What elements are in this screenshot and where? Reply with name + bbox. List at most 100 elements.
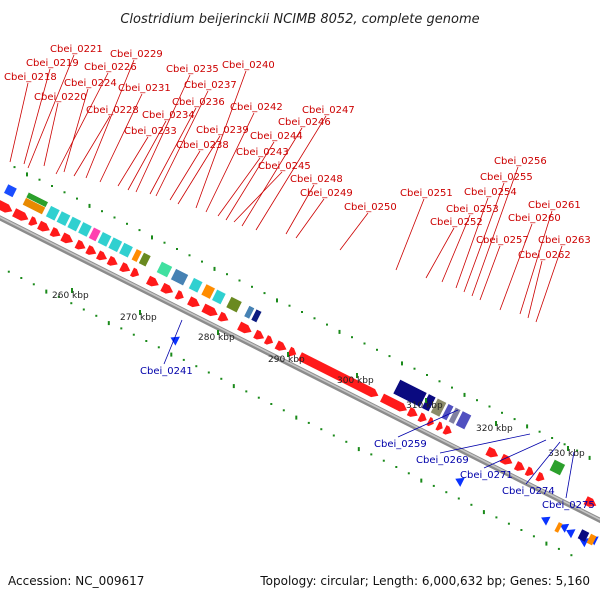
track-dot (13, 166, 16, 169)
label-leader (339, 212, 369, 251)
cog-feature-box (554, 522, 563, 533)
label-leader (527, 260, 543, 319)
label-leader (177, 135, 221, 205)
label-leader (285, 184, 315, 235)
track-dot (513, 418, 516, 421)
gene-label-forward: Cbei_0260 (508, 213, 561, 224)
gene-label-forward: Cbei_0236 (172, 97, 225, 108)
track-dot (332, 434, 335, 437)
label-leader (225, 141, 275, 221)
track-dot (188, 254, 191, 257)
forward-gene-arrow (406, 407, 418, 417)
track-dot (170, 352, 173, 357)
track-dot (451, 386, 453, 389)
track-dot (276, 298, 278, 303)
label-leader (135, 74, 191, 193)
track-dot (420, 478, 423, 483)
gene-label-forward: Cbei_0253 (446, 204, 499, 215)
forward-gene-arrow (106, 255, 118, 266)
forward-gene-arrow (583, 496, 597, 507)
cog-feature-box (430, 397, 447, 418)
label-leader (205, 112, 255, 213)
track-dot (313, 317, 316, 320)
topology-text: Topology: circular; Length: 6,000,632 bp… (260, 574, 590, 588)
gene-label-forward: Cbei_0238 (176, 140, 229, 151)
label-leader (9, 82, 29, 163)
reverse-gene-arrow (455, 477, 465, 487)
reverse-gene-arrow (541, 516, 551, 526)
label-leader (169, 150, 201, 201)
cog-feature-box (55, 210, 72, 227)
track-dot (363, 342, 366, 345)
track-dot (457, 497, 460, 500)
gene-label-reverse: Cbei_0269 (416, 455, 469, 466)
forward-gene-arrow (12, 208, 29, 221)
track-dot (520, 529, 523, 531)
track-dot (63, 191, 66, 194)
label-leader (255, 115, 327, 231)
cog-feature-box (156, 261, 173, 278)
track-dot (532, 535, 535, 538)
track-dot (407, 472, 410, 475)
cog-feature-box (548, 459, 566, 476)
feature-track-dots (7, 166, 591, 557)
track-dot (507, 522, 510, 525)
label-leader (195, 70, 247, 209)
reverse-gene-arrow (170, 336, 180, 346)
forward-gene-arrow (74, 239, 86, 250)
cog-feature-box (138, 252, 152, 268)
cog-feature-box (88, 226, 102, 242)
gene-label-forward: Cbei_0244 (250, 131, 303, 142)
gene-label-forward: Cbei_0224 (64, 78, 117, 89)
track-dot (238, 279, 241, 282)
label-leader (395, 198, 425, 271)
label-leader (63, 88, 89, 173)
label-leader (127, 120, 167, 191)
track-dot (120, 327, 123, 330)
track-dot (588, 455, 591, 460)
label-leader (455, 197, 489, 289)
gene-label-forward: Cbei_0245 (258, 161, 311, 172)
track-dot (213, 266, 216, 271)
label-leader (233, 171, 283, 223)
cog-feature-box (77, 221, 93, 238)
cog-feature-box (577, 529, 590, 542)
scale-tick-label: 310 kbp (406, 401, 443, 411)
gene-label-forward: Cbei_0254 (464, 187, 517, 198)
cog-feature-box (586, 533, 597, 546)
track-dot (32, 283, 35, 286)
label-leader (295, 198, 325, 239)
label-leader (43, 102, 59, 167)
gene-label-forward: Cbei_0228 (86, 105, 139, 116)
gene-features (0, 183, 599, 548)
track-dot (82, 308, 85, 311)
cog-feature-box (3, 183, 18, 198)
forward-gene-arrow (442, 425, 452, 435)
label-leader (155, 90, 209, 197)
label-leader (73, 115, 111, 177)
cog-feature-box (211, 288, 227, 305)
gene-label-forward: Cbei_0218 (4, 72, 57, 83)
track-dot (145, 340, 148, 342)
track-dot (476, 399, 478, 402)
track-dot (138, 229, 141, 232)
forward-gene-arrow (380, 393, 407, 412)
cog-feature-box (107, 236, 123, 253)
track-dot (45, 289, 48, 294)
cog-feature-box (243, 305, 255, 320)
cog-feature-box (225, 296, 243, 314)
scale-tick-label: 270 kbp (120, 313, 157, 323)
track-dot (220, 377, 223, 380)
forward-gene-arrow (146, 275, 159, 287)
track-dot (545, 541, 548, 546)
track-dot (538, 430, 541, 433)
gene-label-forward: Cbei_0252 (430, 217, 483, 228)
track-dot (7, 270, 10, 273)
track-dot (57, 295, 60, 298)
label-leader (525, 441, 561, 485)
track-dot (126, 222, 128, 225)
track-dot (557, 547, 560, 550)
track-dot (470, 503, 473, 506)
gene-label-forward: Cbei_0249 (300, 188, 353, 199)
